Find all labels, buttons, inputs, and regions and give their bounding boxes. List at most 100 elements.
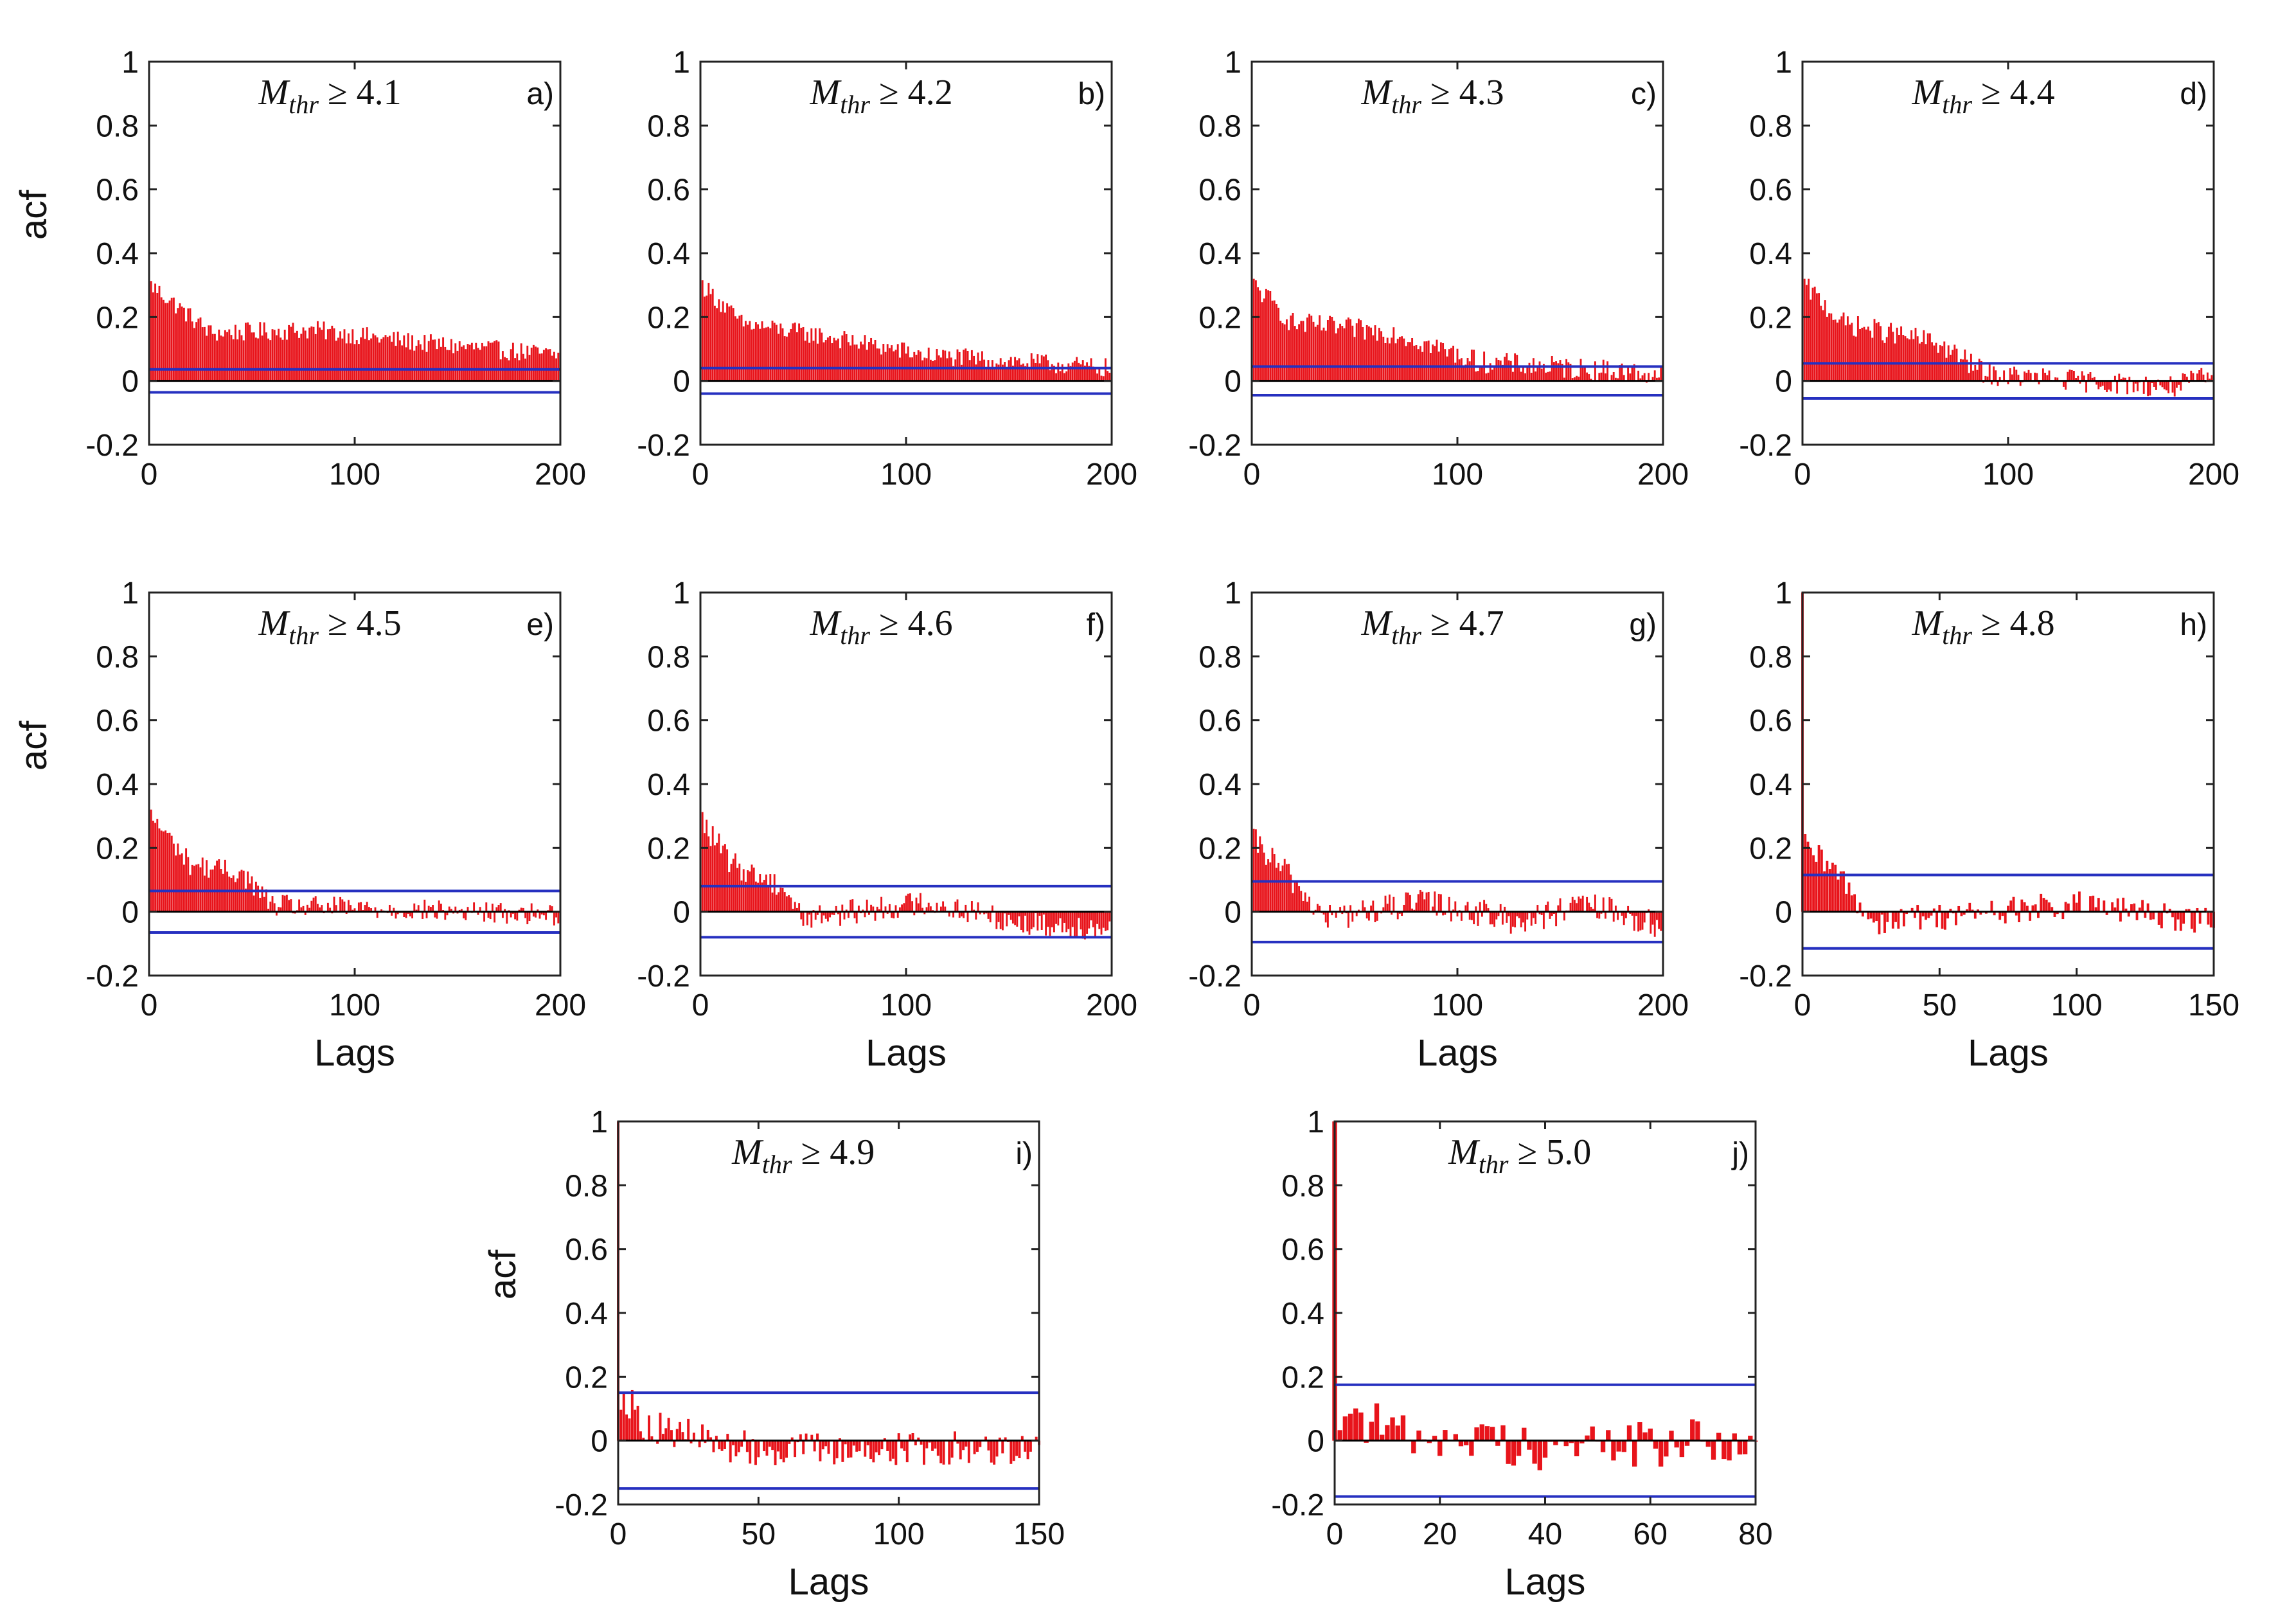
acf-bar [310, 900, 313, 912]
acf-bar [932, 361, 934, 381]
acf-bar [1405, 346, 1407, 381]
acf-bar [855, 911, 858, 924]
acf-bar [1501, 911, 1504, 925]
acf-bar [1716, 1432, 1722, 1441]
acf-bar [1063, 373, 1065, 381]
acf-bar [794, 1440, 797, 1458]
acf-bar [1971, 909, 1974, 912]
acf-bar [1938, 905, 1941, 912]
acf-bar [843, 911, 846, 920]
acf-bar [1419, 346, 1421, 381]
acf-bar [1090, 358, 1092, 381]
acf-bar [1535, 371, 1537, 381]
acf-bar [698, 1440, 701, 1448]
acf-bar [1432, 906, 1434, 912]
x-tick-label: 100 [329, 988, 380, 1022]
acf-bar [1442, 343, 1445, 381]
acf-bar [734, 316, 736, 381]
acf-bar [1863, 326, 1865, 381]
acf-bar [1347, 911, 1349, 928]
acf-bar [1417, 894, 1419, 912]
acf-bar [1374, 325, 1376, 381]
acf-bar [1321, 330, 1323, 381]
acf-bar [1571, 897, 1574, 912]
acf-bar [1923, 330, 1925, 381]
acf-bar [254, 881, 257, 912]
acf-bar [2152, 911, 2155, 920]
acf-bar [526, 911, 529, 925]
acf-bar [1051, 911, 1053, 927]
acf-bar [1421, 891, 1424, 912]
y-tick-label: 0 [673, 365, 690, 399]
acf-bar [1324, 911, 1327, 923]
acf-bar [625, 1414, 628, 1441]
acf-bar [977, 352, 979, 381]
acf-bar [1856, 316, 1859, 381]
acf-bar [2054, 377, 2057, 381]
acf-bar [819, 905, 821, 912]
acf-bar [942, 350, 945, 381]
acf-bar [844, 1440, 847, 1445]
acf-bar [1446, 356, 1448, 381]
acf-bar [909, 1434, 912, 1441]
acf-bar [1452, 345, 1455, 381]
x-tick-label: 50 [1923, 988, 1957, 1022]
acf-bar [857, 906, 860, 912]
acf-bar [542, 350, 545, 381]
acf-bar [1637, 911, 1640, 932]
acf-bar [1032, 911, 1035, 927]
acf-bar [265, 889, 267, 912]
acf-bar [1364, 339, 1366, 381]
acf-bar [2119, 911, 2122, 922]
acf-bar [716, 308, 718, 381]
acf-bar [1057, 911, 1060, 926]
acf-bar [1026, 911, 1029, 932]
acf-bar [1351, 911, 1354, 922]
acf-bar [516, 353, 519, 381]
acf-bar [636, 1405, 639, 1441]
acf-bar [942, 1440, 945, 1465]
acf-bar [211, 334, 214, 381]
acf-bar [1479, 902, 1481, 912]
acf-bar [913, 911, 916, 916]
acf-bar [888, 348, 891, 381]
acf-bar [999, 911, 1002, 929]
acf-bar [2065, 380, 2067, 390]
acf-bar [1108, 372, 1111, 381]
acf-bar [868, 911, 870, 915]
acf-bar [1500, 1425, 1506, 1441]
acf-bar [1838, 319, 1841, 381]
acf-bar [1022, 911, 1024, 932]
acf-bar [824, 911, 827, 919]
acf-bar [413, 903, 416, 912]
acf-bar [213, 865, 216, 912]
acf-bar [1038, 911, 1041, 916]
acf-bar [1470, 911, 1473, 920]
acf-bar [745, 1440, 749, 1452]
acf-bar [2175, 380, 2178, 388]
acf-bar [1836, 322, 1838, 381]
acf-bar [808, 911, 811, 915]
acf-bar [788, 895, 790, 912]
acf-bar [1261, 302, 1263, 381]
acf-bar [1092, 911, 1094, 927]
x-tick-label: 100 [329, 458, 380, 492]
acf-bar [1535, 911, 1537, 924]
acf-bar [874, 911, 876, 921]
acf-bar [1732, 1433, 1737, 1441]
axes-box [1250, 60, 1664, 446]
acf-bar [1324, 330, 1327, 381]
acf-bar [391, 341, 393, 381]
acf-bar [650, 1436, 654, 1441]
acf-bar [2137, 380, 2139, 391]
acf-bar [1949, 909, 1952, 912]
acf-bar [1621, 363, 1623, 381]
acf-bar [1267, 290, 1270, 381]
acf-bar [1024, 911, 1027, 916]
acf-bar [1542, 911, 1545, 929]
acf-bar [1617, 911, 1619, 920]
acf-bar [2141, 900, 2144, 912]
acf-bar [1861, 911, 1864, 917]
acf-bar [1329, 905, 1331, 912]
acf-bar [2147, 380, 2149, 397]
